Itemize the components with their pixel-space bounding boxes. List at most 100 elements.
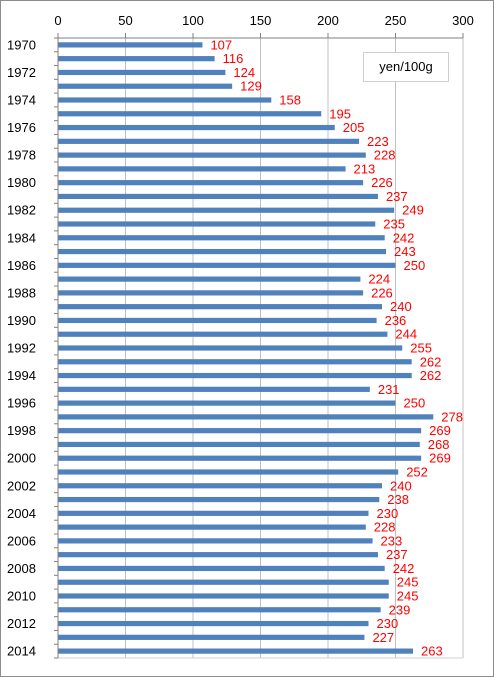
data-label: 124: [233, 65, 255, 80]
bar: [58, 345, 403, 351]
bar: [58, 469, 399, 475]
y-tick-label: 1984: [7, 230, 36, 245]
y-tick-label: 2014: [7, 644, 36, 659]
data-label: 230: [377, 616, 399, 631]
bar: [58, 386, 370, 392]
y-tick-label: 1990: [7, 313, 36, 328]
x-tick-label: 150: [250, 13, 272, 28]
bar: [58, 138, 360, 144]
data-label: 230: [377, 506, 399, 521]
bar: [58, 400, 396, 406]
bar: [58, 221, 376, 227]
x-tick-label: 200: [317, 13, 339, 28]
y-tick-label: 1998: [7, 423, 36, 438]
data-label: 237: [386, 547, 408, 562]
bar: [58, 372, 412, 379]
y-tick-label: 2010: [7, 589, 36, 604]
x-tick-label: 0: [54, 13, 61, 28]
data-label: 235: [383, 217, 405, 232]
data-label: 116: [223, 51, 244, 66]
y-tick-label: 2002: [7, 478, 36, 493]
data-label: 226: [371, 285, 393, 300]
data-label: 245: [397, 575, 419, 590]
y-tick-label: 1996: [7, 396, 36, 411]
data-label: 237: [386, 189, 408, 204]
unit-label: yen/100g: [363, 52, 449, 82]
data-label: 223: [367, 134, 389, 149]
y-tick-label: 1980: [7, 175, 36, 190]
data-label: 227: [372, 630, 394, 645]
data-label: 129: [240, 79, 262, 94]
data-label: 240: [390, 299, 412, 314]
bar: [58, 331, 388, 337]
y-tick-label: 1970: [7, 37, 36, 52]
bar: [58, 620, 369, 627]
data-label: 268: [428, 437, 450, 452]
bar: [58, 56, 215, 62]
bar: [58, 83, 233, 89]
bar: [58, 524, 366, 530]
bar: [58, 483, 382, 489]
bar: [58, 317, 377, 324]
data-label: 243: [394, 244, 416, 259]
y-tick-label: 1988: [7, 285, 36, 300]
data-label: 263: [421, 644, 443, 659]
bar: [58, 538, 373, 544]
data-label: 228: [374, 148, 396, 163]
bar: [58, 496, 380, 503]
bar: [58, 69, 226, 76]
bar: [58, 304, 382, 310]
bar: [58, 634, 365, 640]
bar: [58, 42, 203, 48]
bar: [58, 180, 364, 186]
y-tick-label: 2008: [7, 561, 36, 576]
y-tick-label: 2000: [7, 451, 36, 466]
data-label: 158: [279, 93, 301, 108]
data-label: 231: [378, 382, 400, 397]
bar: [58, 565, 385, 572]
y-tick-label: 1976: [7, 120, 36, 135]
data-label: 239: [389, 602, 411, 617]
bar: [58, 152, 366, 158]
x-tick-label: 50: [118, 13, 132, 28]
bar: [58, 552, 378, 558]
data-label: 250: [404, 258, 426, 273]
data-label: 236: [385, 313, 407, 328]
data-label: 242: [393, 230, 415, 245]
bar: [58, 607, 381, 613]
data-label: 240: [390, 478, 412, 493]
data-label: 255: [410, 341, 432, 356]
bar: [58, 207, 395, 213]
data-label: 213: [354, 161, 376, 176]
bar: [58, 510, 369, 516]
bar: [58, 111, 322, 117]
data-label: 228: [374, 520, 396, 535]
bar: [58, 166, 346, 172]
bar: [58, 97, 272, 103]
bar: [58, 579, 389, 585]
bar: [58, 290, 364, 296]
data-label: 249: [402, 203, 424, 218]
data-label: 224: [368, 272, 390, 287]
bar: [58, 276, 361, 282]
data-label: 250: [404, 396, 426, 411]
bar: [58, 235, 385, 241]
bar: [58, 193, 378, 200]
data-label: 244: [395, 327, 417, 342]
y-tick-label: 2012: [7, 616, 36, 631]
data-label: 233: [381, 533, 403, 548]
bar: [58, 455, 422, 461]
data-label: 262: [420, 354, 442, 369]
bar: [58, 648, 414, 654]
y-tick-label: 1972: [7, 65, 36, 80]
bar: [58, 593, 389, 599]
bar: [58, 414, 434, 420]
bar: [58, 359, 412, 365]
bar: [58, 428, 422, 434]
data-label: 195: [329, 106, 351, 121]
y-tick-label: 1986: [7, 258, 36, 273]
y-tick-label: 1974: [7, 93, 36, 108]
data-label: 278: [441, 409, 463, 424]
